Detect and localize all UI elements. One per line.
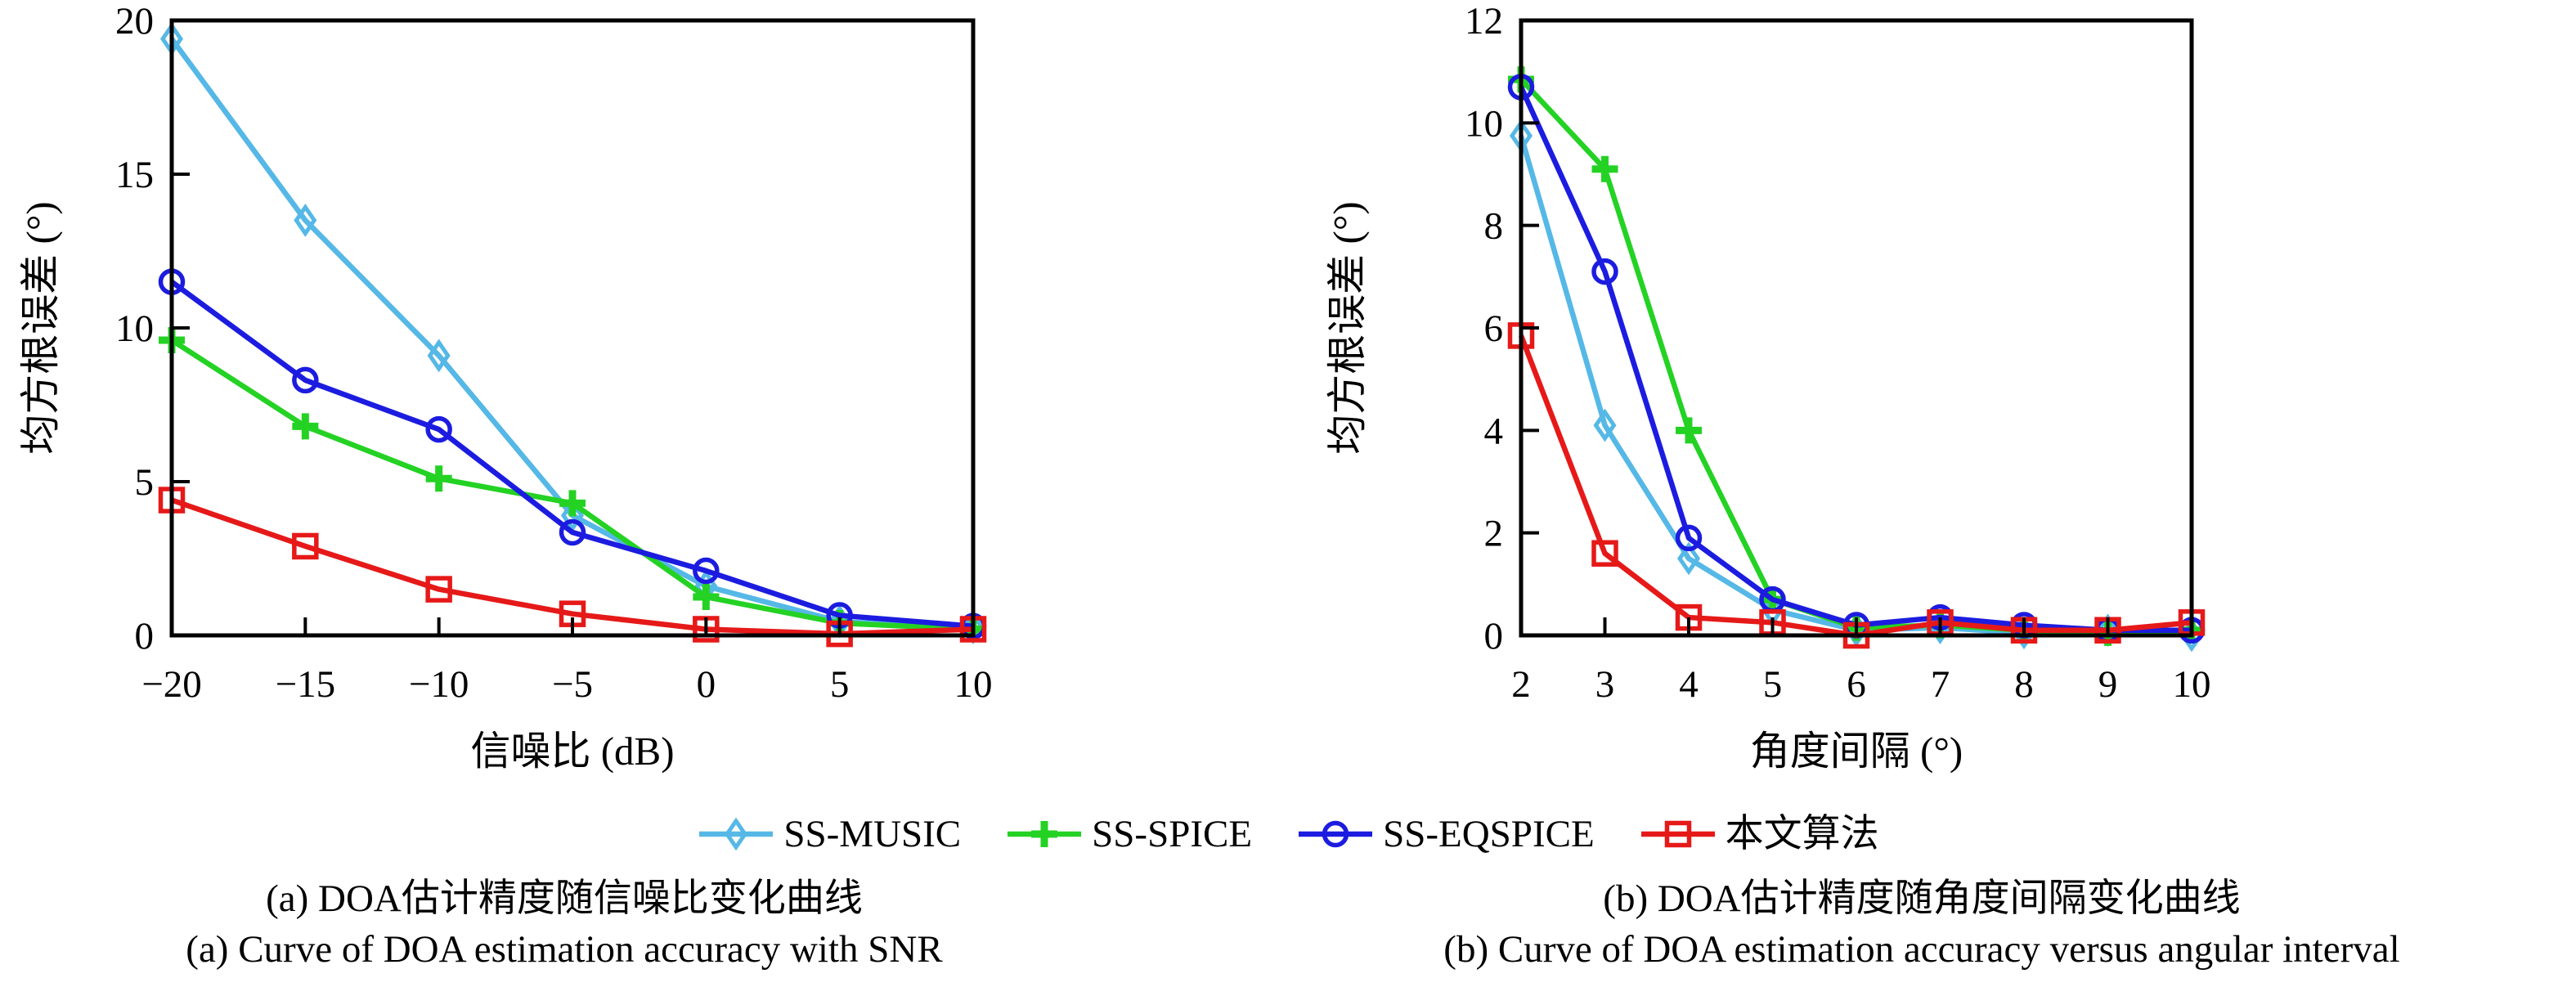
caption-b: (b) DOA估计精度随角度间隔变化曲线 (b) Curve of DOA es… (1276, 873, 2568, 975)
diamond-marker-icon (725, 817, 748, 851)
y-tick-label: 6 (1484, 307, 1504, 350)
circle-marker-icon (1322, 820, 1349, 848)
caption-b-en: (b) Curve of DOA estimation accuracy ver… (1443, 928, 2400, 971)
x-tick-label: −5 (552, 663, 593, 706)
caption-a-en: (a) Curve of DOA estimation accuracy wit… (186, 928, 943, 971)
y-tick-label: 10 (115, 307, 154, 350)
x-tick-label: 3 (1595, 663, 1615, 706)
x-tick-label: −10 (409, 663, 469, 706)
x-tick-label: 10 (2173, 663, 2211, 706)
legend: SS-MUSIC SS-SPICE SS-EQSPICE 本文算法 (0, 811, 2576, 857)
circle-marker-icon (1675, 524, 1703, 552)
y-tick-label: 2 (1484, 513, 1504, 555)
plus-marker-icon (1676, 417, 1702, 444)
x-tick-label: −15 (276, 663, 336, 706)
diamond-marker-icon (294, 203, 317, 237)
legend-label: SS-EQSPICE (1383, 812, 1595, 855)
x-tick-label: 0 (697, 663, 716, 706)
x-tick-label: 6 (1847, 663, 1866, 706)
y-tick-label: 0 (1484, 615, 1504, 657)
legend-item-square: 本文算法 (1639, 812, 1879, 855)
legend-item-diamond: SS-MUSIC (697, 812, 962, 855)
y-tick-label: 5 (135, 461, 155, 504)
legend-label: SS-MUSIC (783, 812, 962, 855)
diamond-marker-icon (560, 498, 585, 532)
legend-item-circle: SS-EQSPICE (1296, 812, 1595, 855)
x-tick-label: 5 (1763, 663, 1783, 706)
plus-marker-icon (292, 413, 319, 440)
legend-marker-circle (1299, 820, 1373, 848)
x-tick-label: 5 (830, 663, 850, 706)
y-tick-label: 4 (1484, 410, 1504, 452)
x-axis-label: 角度间隔 (°) (1750, 729, 1963, 774)
square-marker-icon (1591, 540, 1618, 567)
y-tick-label: 20 (115, 0, 154, 43)
x-tick-label: 7 (1931, 663, 1950, 706)
y-tick-label: 15 (115, 154, 154, 196)
diamond-marker-icon (1676, 541, 1701, 576)
plus-marker-icon (1591, 155, 1618, 182)
series-line (1518, 135, 2192, 639)
series-line (170, 279, 974, 629)
caption-a: (a) DOA估计精度随信噪比变化曲线 (a) Curve of DOA est… (33, 873, 1096, 975)
diamond-marker-icon (1593, 408, 1617, 442)
diamond-marker-icon (427, 339, 451, 373)
x-tick-label: −20 (141, 663, 202, 706)
y-tick-label: 8 (1484, 205, 1504, 248)
y-tick-label: 12 (1465, 0, 1503, 43)
series-line (170, 338, 974, 632)
x-tick-label: 10 (954, 663, 993, 706)
series-line (1519, 86, 2192, 633)
legend-marker-diamond (699, 817, 774, 851)
plus-marker-icon (1031, 821, 1058, 847)
series-line (1518, 334, 2192, 639)
caption-b-cn: (b) DOA估计精度随角度间隔变化曲线 (1603, 877, 2241, 920)
chart-a: −20 −15 −10 −5 0 5 10 0 5 10 15 20 信噪比 (dB) 均方根误差 (°) (18, 0, 993, 774)
circle-marker-icon (693, 557, 720, 585)
x-tick-label: 4 (1679, 663, 1699, 706)
plus-marker-icon (425, 465, 452, 492)
plus-marker-icon (559, 490, 586, 517)
x-tick-label: 2 (1511, 663, 1531, 706)
legend-marker-square (1640, 820, 1715, 848)
x-axis-label: 信噪比 (dB) (470, 729, 674, 774)
y-axis-label: 均方根误差 (°) (18, 201, 63, 454)
x-tick-label: 8 (2014, 663, 2034, 706)
x-tick-label: 9 (2098, 663, 2118, 706)
square-marker-icon (425, 576, 452, 603)
square-marker-icon (1664, 820, 1691, 848)
circle-marker-icon (1591, 258, 1618, 285)
y-axis-label: 均方根误差 (°) (1325, 201, 1370, 454)
plus-marker-icon (693, 584, 720, 610)
legend-item-plus: SS-SPICE (1005, 812, 1253, 855)
series-line (1519, 77, 2192, 636)
y-tick-label: 0 (135, 615, 155, 657)
legend-marker-plus (1008, 821, 1082, 847)
legend-label: 本文算法 (1725, 812, 1879, 855)
circle-marker-icon (425, 415, 452, 443)
circle-marker-icon (292, 366, 319, 394)
caption-a-cn: (a) DOA估计精度随信噪比变化曲线 (266, 877, 863, 920)
legend-label: SS-SPICE (1092, 812, 1253, 855)
square-marker-icon (292, 532, 319, 560)
circle-marker-icon (559, 518, 586, 546)
y-tick-label: 10 (1465, 102, 1503, 145)
